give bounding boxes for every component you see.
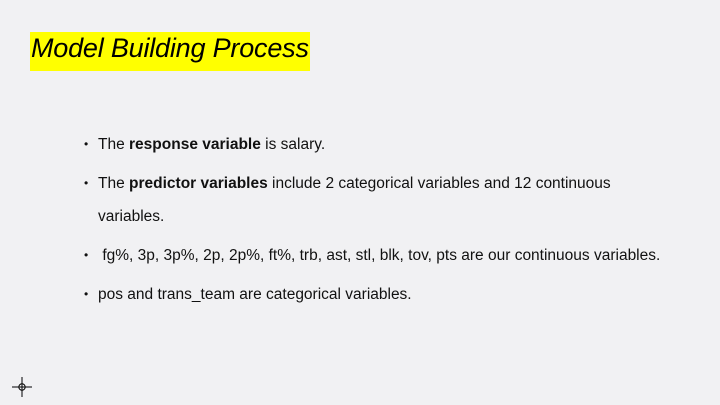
slide-title: Model Building Process bbox=[31, 33, 309, 63]
bullet-item-categorical: • pos and trans_team are categorical var… bbox=[84, 278, 674, 311]
bullet-text: fg%, 3p, 3p%, 2p, 2p%, ft%, trb, ast, st… bbox=[98, 247, 661, 264]
bullet-item-predictors: • The predictor variables include 2 cate… bbox=[84, 167, 674, 233]
bullet-dot: • bbox=[84, 176, 89, 190]
bullet-text: pos and trans_team are categorical varia… bbox=[98, 286, 412, 303]
bullet-item-response: • The response variable is salary. bbox=[84, 128, 674, 161]
bullet-text-pre: The bbox=[98, 136, 130, 153]
bullet-dot: • bbox=[84, 287, 89, 301]
bullet-dot: • bbox=[84, 248, 89, 262]
bullet-list: • The response variable is salary. • The… bbox=[84, 128, 674, 317]
bullet-item-continuous: • fg%, 3p, 3p%, 2p, 2p%, ft%, trb, ast, … bbox=[84, 239, 674, 272]
bullet-dot: • bbox=[84, 137, 89, 151]
title-highlight: Model Building Process bbox=[30, 32, 310, 71]
bullet-text-post: include 2 categorical variables and 12 c… bbox=[98, 175, 611, 225]
crosshair-move-icon[interactable] bbox=[12, 377, 32, 397]
bullet-text-bold: response variable bbox=[129, 136, 261, 153]
bullet-text-pre: The bbox=[98, 175, 130, 192]
bullet-text-post: is salary. bbox=[260, 136, 326, 153]
bullet-text-bold: predictor variables bbox=[129, 175, 268, 192]
